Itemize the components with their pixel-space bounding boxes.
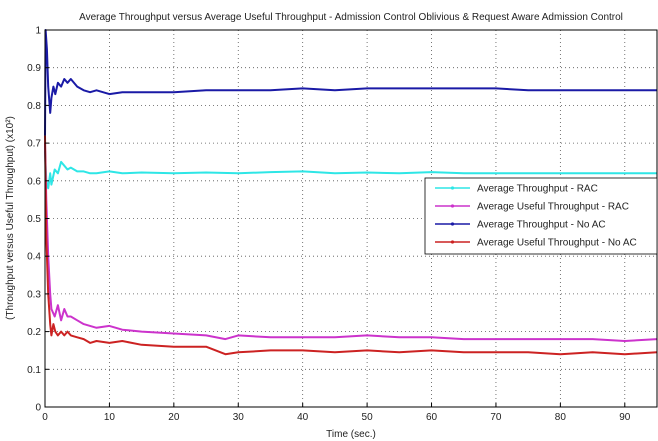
x-tick-label: 70 — [490, 412, 502, 423]
y-tick-label: 0 — [35, 403, 41, 414]
series-line-4 — [44, 135, 658, 356]
series-line-1 — [44, 150, 657, 190]
y-tick-label: 0.2 — [27, 327, 41, 338]
y-axis-label: (Throughput versus Useful Throughput) (x… — [5, 116, 16, 320]
legend: Average Throughput - RAC Average Useful T… — [424, 177, 658, 255]
x-tick-label: 0 — [42, 412, 48, 423]
series-line-3 — [44, 29, 657, 136]
legend-label: Average Throughput - No AC — [477, 220, 606, 231]
chart-title: Average Throughput versus Average Useful… — [79, 12, 623, 23]
y-tick-label: 0.5 — [27, 214, 41, 225]
x-tick-label: 20 — [168, 412, 180, 423]
legend-marker — [450, 240, 455, 244]
x-tick-label: 50 — [362, 412, 374, 423]
x-tick-label: 90 — [619, 412, 631, 423]
y-tick-label: 0.9 — [27, 63, 41, 74]
legend-marker — [450, 186, 455, 190]
y-tick-label: 0.7 — [27, 139, 41, 150]
legend-marker — [450, 204, 455, 208]
y-tick-label: 0.4 — [27, 252, 41, 263]
series-layer — [44, 29, 658, 356]
legend-label: Average Useful Throughput - No AC — [477, 238, 637, 249]
y-axis-tick-labels: 0 0.1 0.2 0.3 0.4 0.5 0.6 0.7 0.8 0.9 1 — [27, 26, 41, 414]
y-tick-label: 1 — [35, 26, 41, 37]
y-tick-label: 0.6 — [27, 176, 41, 187]
x-tick-label: 60 — [426, 412, 438, 423]
legend-label: Average Useful Throughput - RAC — [477, 202, 629, 213]
x-tick-label: 40 — [297, 412, 309, 423]
legend-marker — [450, 222, 455, 226]
y-tick-label: 0.3 — [27, 289, 41, 300]
x-tick-label: 80 — [555, 412, 567, 423]
x-axis-label: Time (sec.) — [326, 429, 376, 440]
series-line-2 — [44, 143, 658, 342]
x-tick-label: 10 — [104, 412, 116, 423]
x-tick-label: 30 — [233, 412, 245, 423]
y-tick-label: 0.8 — [27, 101, 41, 112]
axis-ticks — [44, 29, 626, 408]
x-axis-tick-labels: 0 10 20 30 40 50 60 70 80 90 — [42, 412, 631, 423]
y-tick-label: 0.1 — [27, 365, 41, 376]
legend-label: Average Throughput - RAC — [477, 184, 598, 195]
